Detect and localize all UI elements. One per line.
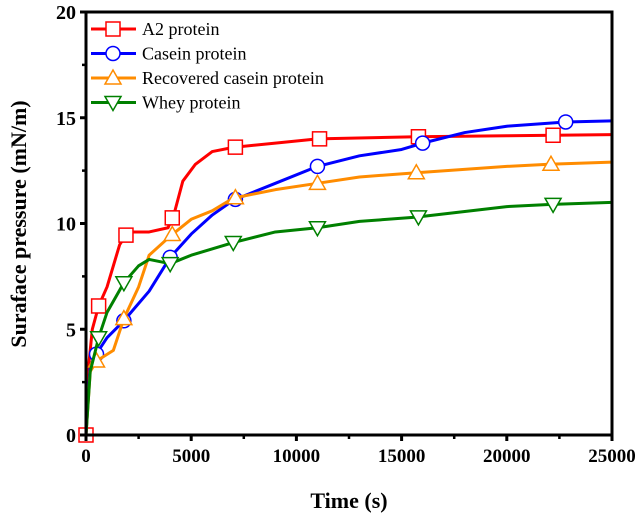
marker-whey-protein — [160, 256, 180, 274]
x-tick-label: 20000 — [483, 446, 531, 467]
series-a2-protein — [78, 127, 613, 443]
y-tick-label: 5 — [66, 319, 76, 341]
series-whey-protein — [84, 197, 613, 436]
marker-recovered-casein-protein — [407, 163, 426, 180]
marker-a2-protein — [545, 127, 561, 144]
legend-item-whey-protein: Whey protein — [91, 93, 240, 113]
legend-marker — [105, 45, 121, 62]
marker-casein-protein — [309, 158, 326, 175]
marker-a2-protein — [164, 210, 181, 226]
legend-label: A2 protein — [142, 19, 219, 39]
marker-whey-protein — [543, 197, 563, 214]
legend-marker — [103, 95, 123, 113]
marker-casein-protein — [557, 114, 574, 130]
marker-casein-protein — [414, 135, 431, 151]
line-whey-protein — [84, 200, 613, 436]
marker-a2-protein — [311, 131, 328, 147]
y-tick-label: 20 — [56, 2, 76, 24]
y-tick-label: 0 — [66, 425, 76, 447]
legend-marker — [103, 68, 123, 85]
x-tick-label: 10000 — [273, 446, 321, 467]
marker-whey-protein — [89, 330, 108, 348]
legend-label: Whey protein — [142, 93, 240, 113]
marker-whey-protein — [114, 275, 134, 293]
legend-item-a2-protein: A2 protein — [91, 19, 219, 39]
x-tick-label: 5000 — [172, 446, 210, 467]
series-layer — [78, 114, 613, 443]
legend-item-recovered-casein-protein: Recovered casein protein — [91, 68, 324, 88]
line-recovered-casein-protein — [84, 160, 613, 436]
marker-recovered-casein-protein — [541, 154, 561, 171]
x-axis-label: Time (s) — [310, 488, 387, 513]
marker-recovered-casein-protein — [114, 309, 134, 326]
series-casein-protein — [84, 114, 613, 436]
axes-layer: 0 5000 10000 15000 20000 25000 0 5 10 15 20 — [56, 2, 636, 467]
marker-whey-protein — [223, 235, 243, 253]
legend-label: Recovered casein protein — [142, 68, 324, 88]
line-casein-protein — [84, 119, 613, 436]
marker-recovered-casein-protein — [162, 224, 182, 242]
legend: A2 protein Casein protein Recovered casein… — [91, 19, 324, 113]
x-tick-label: 25000 — [588, 446, 636, 467]
x-tick-label: 0 — [81, 446, 91, 467]
marker-a2-protein — [118, 227, 134, 243]
x-tick-label: 15000 — [378, 446, 426, 467]
y-tick-label: 15 — [56, 108, 76, 130]
marker-whey-protein — [409, 210, 428, 227]
legend-item-casein-protein: Casein protein — [91, 44, 246, 64]
legend-marker — [105, 21, 121, 37]
legend-label: Casein protein — [142, 44, 246, 64]
marker-a2-protein — [90, 298, 107, 314]
marker-a2-protein — [227, 139, 244, 155]
series-recovered-casein-protein — [84, 154, 613, 436]
y-tick-label: 10 — [56, 214, 76, 236]
marker-recovered-casein-protein — [308, 173, 327, 191]
y-axis-label: Suraface pressure (mN/m) — [6, 100, 31, 347]
marker-recovered-casein-protein — [226, 188, 245, 205]
marker-whey-protein — [308, 220, 327, 238]
